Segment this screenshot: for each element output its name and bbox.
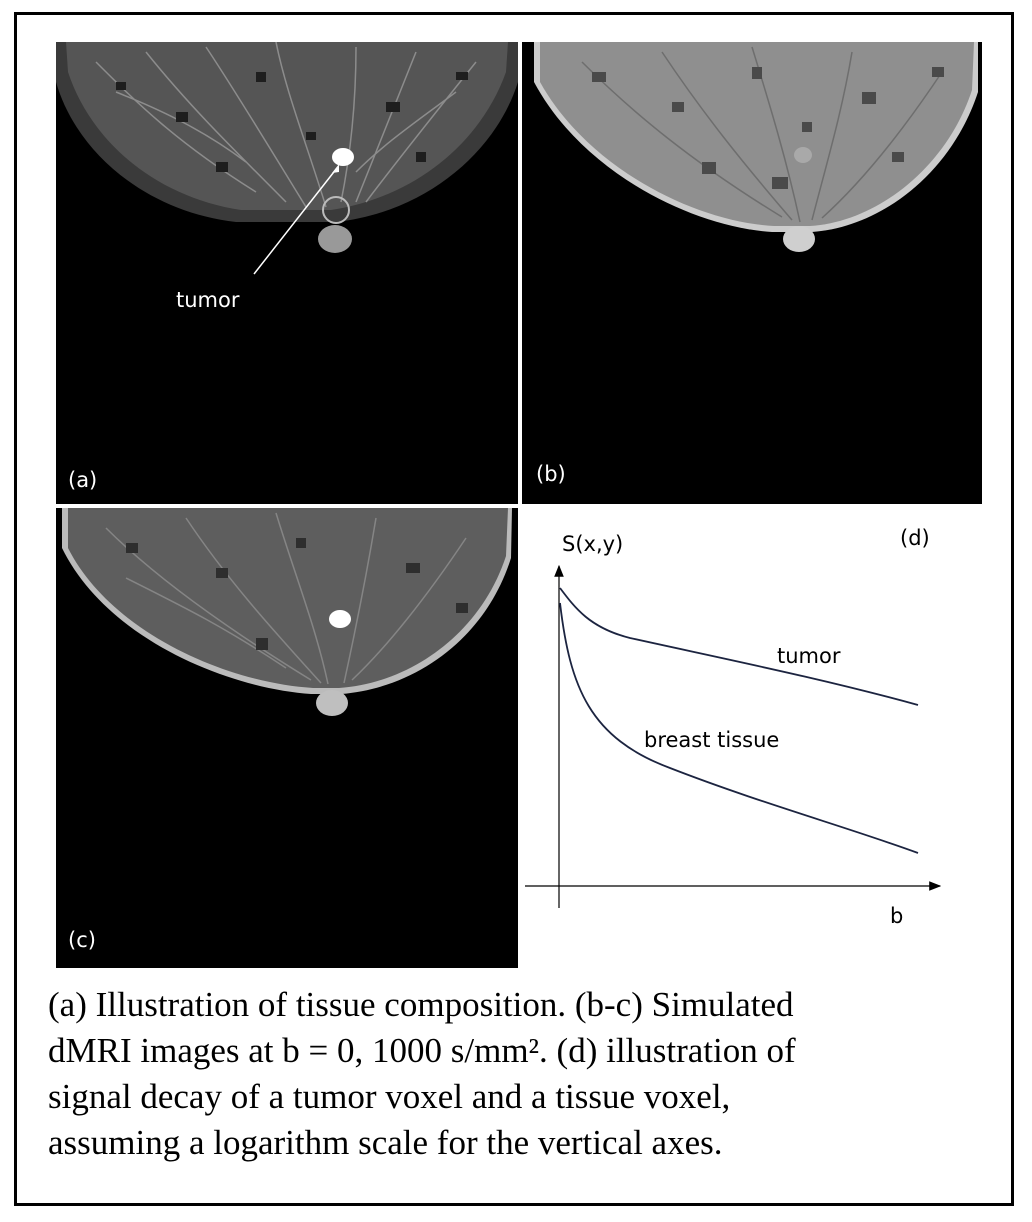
tumor-arrow <box>253 167 338 275</box>
panel-d-label: (d) <box>900 526 930 550</box>
tumor-curve <box>559 587 919 706</box>
figure-caption: (a) Illustration of tissue composition. … <box>48 982 988 1166</box>
panel-b-label: (b) <box>536 462 566 486</box>
nipple <box>318 225 352 253</box>
caption-line-4: assuming a logarithm scale for the verti… <box>48 1123 723 1162</box>
panel-a-image: tumor (a) <box>56 42 518 504</box>
breast-tissue-curve <box>559 602 919 854</box>
panel-c-breast-shape <box>62 508 512 716</box>
caption-line-2: dMRI images at b = 0, 1000 s/mm². (d) il… <box>48 1031 796 1070</box>
decay-curves-plot <box>525 564 942 908</box>
panel-b-image: (b) <box>522 42 982 504</box>
x-axis-label: b <box>890 904 904 928</box>
breast-tissue-curve-label: breast tissue <box>644 728 780 752</box>
panel-c-image: (c) <box>56 508 518 968</box>
tumor-curve-label: tumor <box>777 644 841 668</box>
tumor-annotation: tumor <box>176 288 240 312</box>
panel-d-graph: S(x,y) (d) tumor breast tissue b <box>520 508 982 968</box>
panel-c-label: (c) <box>68 928 96 952</box>
panel-a-label: (a) <box>68 468 98 492</box>
panel-a-breast-shape <box>56 42 518 275</box>
tumor-blob <box>332 148 354 166</box>
caption-line-3: signal decay of a tumor voxel and a tiss… <box>48 1077 731 1116</box>
caption-line-1: (a) Illustration of tissue composition. … <box>48 985 794 1024</box>
panel-b-breast-shape <box>534 42 978 252</box>
y-axis-label: S(x,y) <box>562 532 624 556</box>
